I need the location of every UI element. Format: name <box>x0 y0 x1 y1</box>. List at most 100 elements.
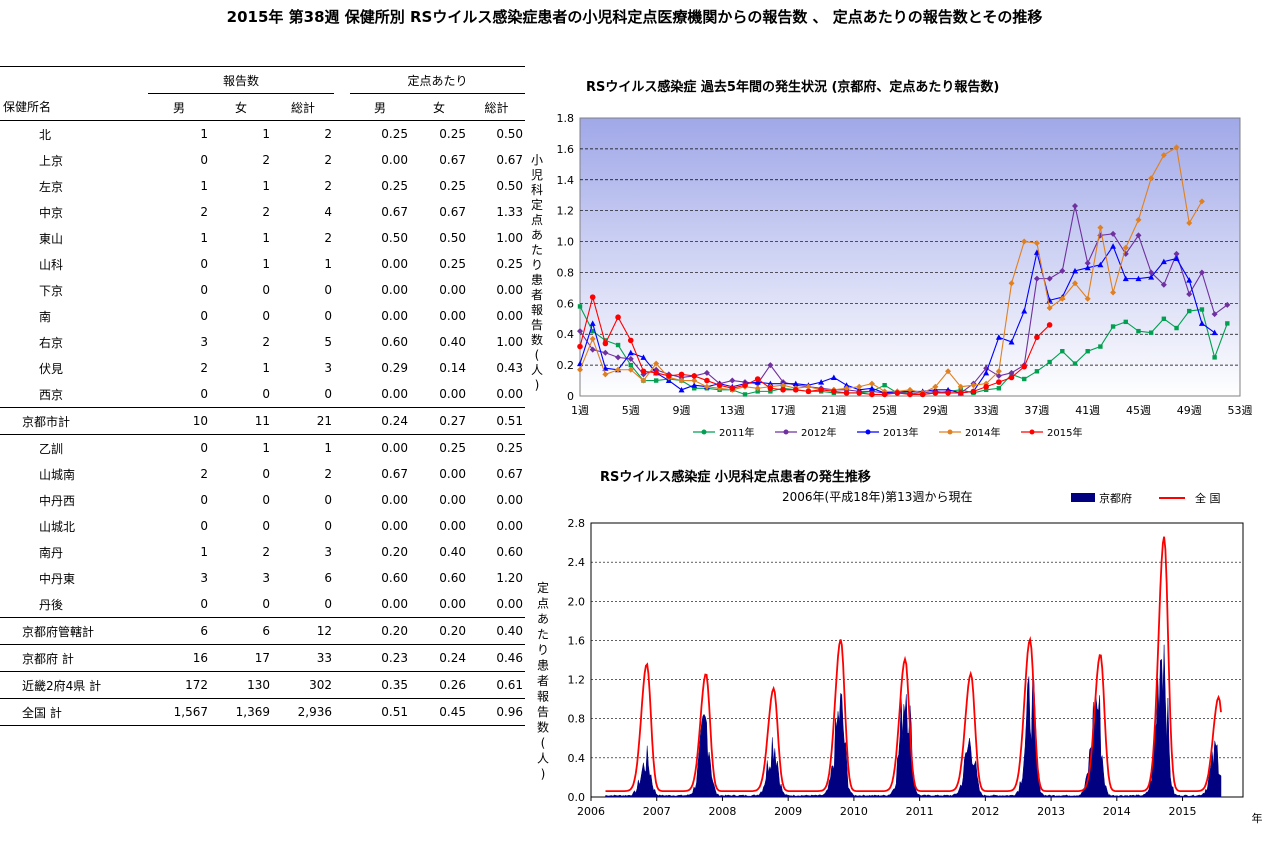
chart1-point <box>1021 308 1028 314</box>
chart1-legend-marker <box>701 429 707 435</box>
cell-total: 3 <box>324 545 333 559</box>
cell-male: 1 <box>200 231 208 245</box>
chart1-x-tick: 41週 <box>1075 404 1100 417</box>
chart1-point <box>792 380 799 387</box>
chart1-point <box>627 337 634 344</box>
chart1-x-tick: 25週 <box>872 404 897 417</box>
cell-per-male: 0.20 <box>381 545 409 559</box>
cell-per-total: 0.00 <box>496 283 524 297</box>
cell-total: 0 <box>324 387 333 401</box>
table-row: 東山 1 1 2 0.50 0.50 1.00 <box>0 225 525 251</box>
chart1-point <box>767 362 774 369</box>
cell-per-female: 0.50 <box>439 231 467 245</box>
chart1-y-tick: 1.6 <box>557 143 575 156</box>
chart1-point <box>589 335 596 342</box>
cell-female: 3 <box>262 571 270 585</box>
chart1-legend-label: 2014年 <box>965 426 1000 439</box>
cell-male: 10 <box>148 407 210 435</box>
chart1-legend-marker <box>865 429 871 435</box>
cell-per-total: 0.67 <box>496 467 524 481</box>
chart1-point <box>627 366 634 373</box>
chart1-point <box>843 390 850 396</box>
chart1-point <box>1186 220 1193 227</box>
chart1-point <box>868 380 875 387</box>
chart1-point <box>1008 374 1015 381</box>
col-female-header: 女 <box>210 93 272 121</box>
chart1-x-tick: 49週 <box>1177 404 1202 417</box>
chart1-point <box>1187 308 1192 314</box>
cell-female: 1 <box>262 127 270 141</box>
chart1-point <box>856 390 863 396</box>
chart1-point <box>1174 325 1179 331</box>
cell-per-total: 0.25 <box>468 434 526 461</box>
cell-total: 302 <box>272 671 335 699</box>
chart1-point <box>1022 376 1027 382</box>
cell-total: 0 <box>324 283 333 297</box>
chart1-point <box>1199 307 1205 312</box>
chart1-point <box>666 373 672 379</box>
cell-female: 6 <box>210 617 272 645</box>
chart1-point <box>983 387 989 393</box>
chart1-point <box>1085 349 1090 354</box>
cell-total: 2 <box>324 153 333 167</box>
cell-total: 1 <box>272 434 335 461</box>
chart1-point <box>1059 267 1066 274</box>
cell-male: 3 <box>200 571 208 585</box>
chart1-point <box>1198 198 1205 205</box>
table-row: 中京 2 2 4 0.67 0.67 1.33 <box>0 199 525 225</box>
chart1-point <box>869 391 875 398</box>
chart1-point <box>602 371 609 378</box>
cell-male: 0 <box>200 153 208 167</box>
cell-total: 0 <box>324 597 333 611</box>
chart1-point <box>831 388 837 395</box>
cell-per-male: 0.00 <box>381 519 409 533</box>
cell-female: 0 <box>262 519 270 533</box>
chart1-point <box>995 372 1002 379</box>
cell-per-female: 0.60 <box>439 571 467 585</box>
table-row: 左京 1 1 2 0.25 0.25 0.50 <box>0 173 525 199</box>
row-name: 全国 計 <box>0 698 148 726</box>
chart1-point <box>957 383 964 390</box>
chart2-x-tick: 2013 <box>1037 805 1065 818</box>
cell-male: 16 <box>148 644 210 672</box>
cell-per-female: 0.25 <box>439 127 467 141</box>
cell-per-male: 0.67 <box>381 205 409 219</box>
chart1-point <box>856 383 863 390</box>
cell-male: 2 <box>200 205 208 219</box>
chart1-point <box>970 388 977 395</box>
cell-male: 2 <box>200 361 208 375</box>
cell-per-female: 0.00 <box>439 283 467 297</box>
chart1-point <box>615 314 621 321</box>
chart1-point <box>603 338 608 343</box>
cell-female: 0 <box>262 493 270 507</box>
chart1-point <box>907 386 913 393</box>
cell-per-female: 0.25 <box>410 434 469 461</box>
chart1-point <box>1047 359 1052 365</box>
cell-per-male: 0.00 <box>381 153 409 167</box>
chart1-point <box>1211 329 1218 336</box>
row-name: 東山 <box>39 231 64 246</box>
chart1-point <box>983 369 990 376</box>
cell-male: 1 <box>200 545 208 559</box>
chart1-legend-label: 2015年 <box>1047 426 1082 439</box>
cell-per-female: 0.20 <box>410 617 469 645</box>
chart1-point <box>1198 320 1205 326</box>
chart1-x-tick: 9週 <box>673 404 691 417</box>
chart1-point <box>1034 369 1040 374</box>
table-row: 山城北 0 0 0 0.00 0.00 0.00 <box>0 513 525 539</box>
chart1-point <box>590 328 595 334</box>
chart1-point <box>932 390 939 396</box>
chart1-point <box>1021 238 1028 245</box>
cell-per-female: 0.45 <box>410 698 469 726</box>
cell-female: 130 <box>210 671 272 699</box>
chart1-point <box>755 389 760 394</box>
chart2-y-tick: 2.8 <box>568 517 586 530</box>
cell-per-male: 0.60 <box>381 571 409 585</box>
cell-per-male: 0.00 <box>381 493 409 507</box>
chart1-y-tick: 1.4 <box>557 174 575 187</box>
chart1-point <box>678 371 685 378</box>
chart1-point <box>1072 361 1078 366</box>
cell-total: 12 <box>272 617 335 645</box>
table-row: 南 0 0 0 0.00 0.00 0.00 <box>0 303 525 329</box>
cell-per-total: 0.00 <box>496 387 524 401</box>
